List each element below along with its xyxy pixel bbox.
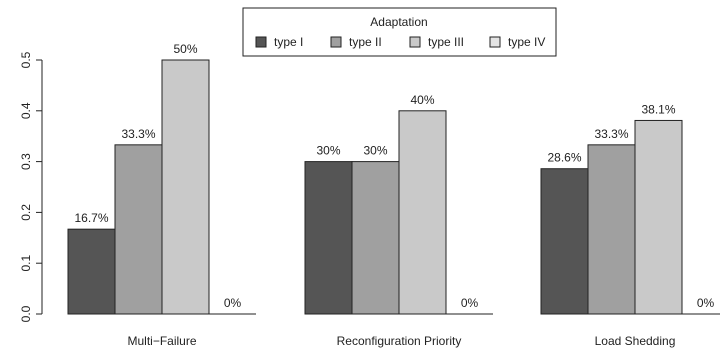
data-label: 0%	[697, 296, 715, 310]
legend-label: type III	[428, 35, 464, 49]
bar	[161, 59, 210, 315]
y-tick-label: 0.0	[19, 305, 33, 322]
y-tick-label: 0.4	[19, 102, 33, 119]
bar	[540, 168, 589, 315]
legend-swatch	[255, 36, 267, 48]
bar	[398, 110, 447, 315]
data-label: 28.6%	[547, 151, 581, 165]
legend-label: type II	[349, 35, 382, 49]
legend-label: type IV	[508, 35, 545, 49]
category-label: Reconfiguration Priority	[337, 334, 462, 348]
legend-swatch	[489, 36, 501, 48]
legend: Adaptation type I type II type III type IV	[242, 7, 557, 57]
legend-swatch	[330, 36, 342, 48]
bar	[351, 161, 400, 315]
data-label: 0%	[224, 296, 242, 310]
bars	[67, 59, 720, 315]
bar	[114, 144, 163, 315]
data-label: 50%	[173, 42, 197, 56]
data-label: 30%	[363, 144, 387, 158]
data-label: 38.1%	[641, 102, 675, 116]
data-labels: 16.7% 33.3% 50% 0% 30% 30% 40% 0% 28.6% 33.3% 38.1…	[74, 42, 714, 310]
category-labels: Multi−Failure Reconfiguration Priority Loa…	[127, 334, 675, 348]
bar	[634, 119, 683, 315]
data-label: 30%	[316, 144, 340, 158]
legend-swatch	[409, 36, 421, 48]
data-label: 16.7%	[74, 211, 108, 225]
y-tick-label: 0.5	[19, 51, 33, 68]
category-label: Multi−Failure	[127, 334, 196, 348]
data-label: 0%	[461, 296, 479, 310]
bar	[587, 144, 636, 315]
category-label: Load Shedding	[595, 334, 676, 348]
legend-label: type I	[274, 35, 303, 49]
y-axis: 0.0 0.1 0.2 0.3 0.4 0.5	[19, 51, 43, 322]
data-label: 40%	[410, 93, 434, 107]
legend-title: Adaptation	[370, 15, 427, 29]
legend-box	[242, 7, 557, 57]
bar	[67, 228, 116, 315]
bar	[304, 161, 353, 315]
y-tick-label: 0.3	[19, 153, 33, 170]
y-tick-label: 0.2	[19, 204, 33, 221]
data-label: 33.3%	[594, 127, 628, 141]
y-tick-label: 0.1	[19, 255, 33, 272]
data-label: 33.3%	[121, 127, 155, 141]
